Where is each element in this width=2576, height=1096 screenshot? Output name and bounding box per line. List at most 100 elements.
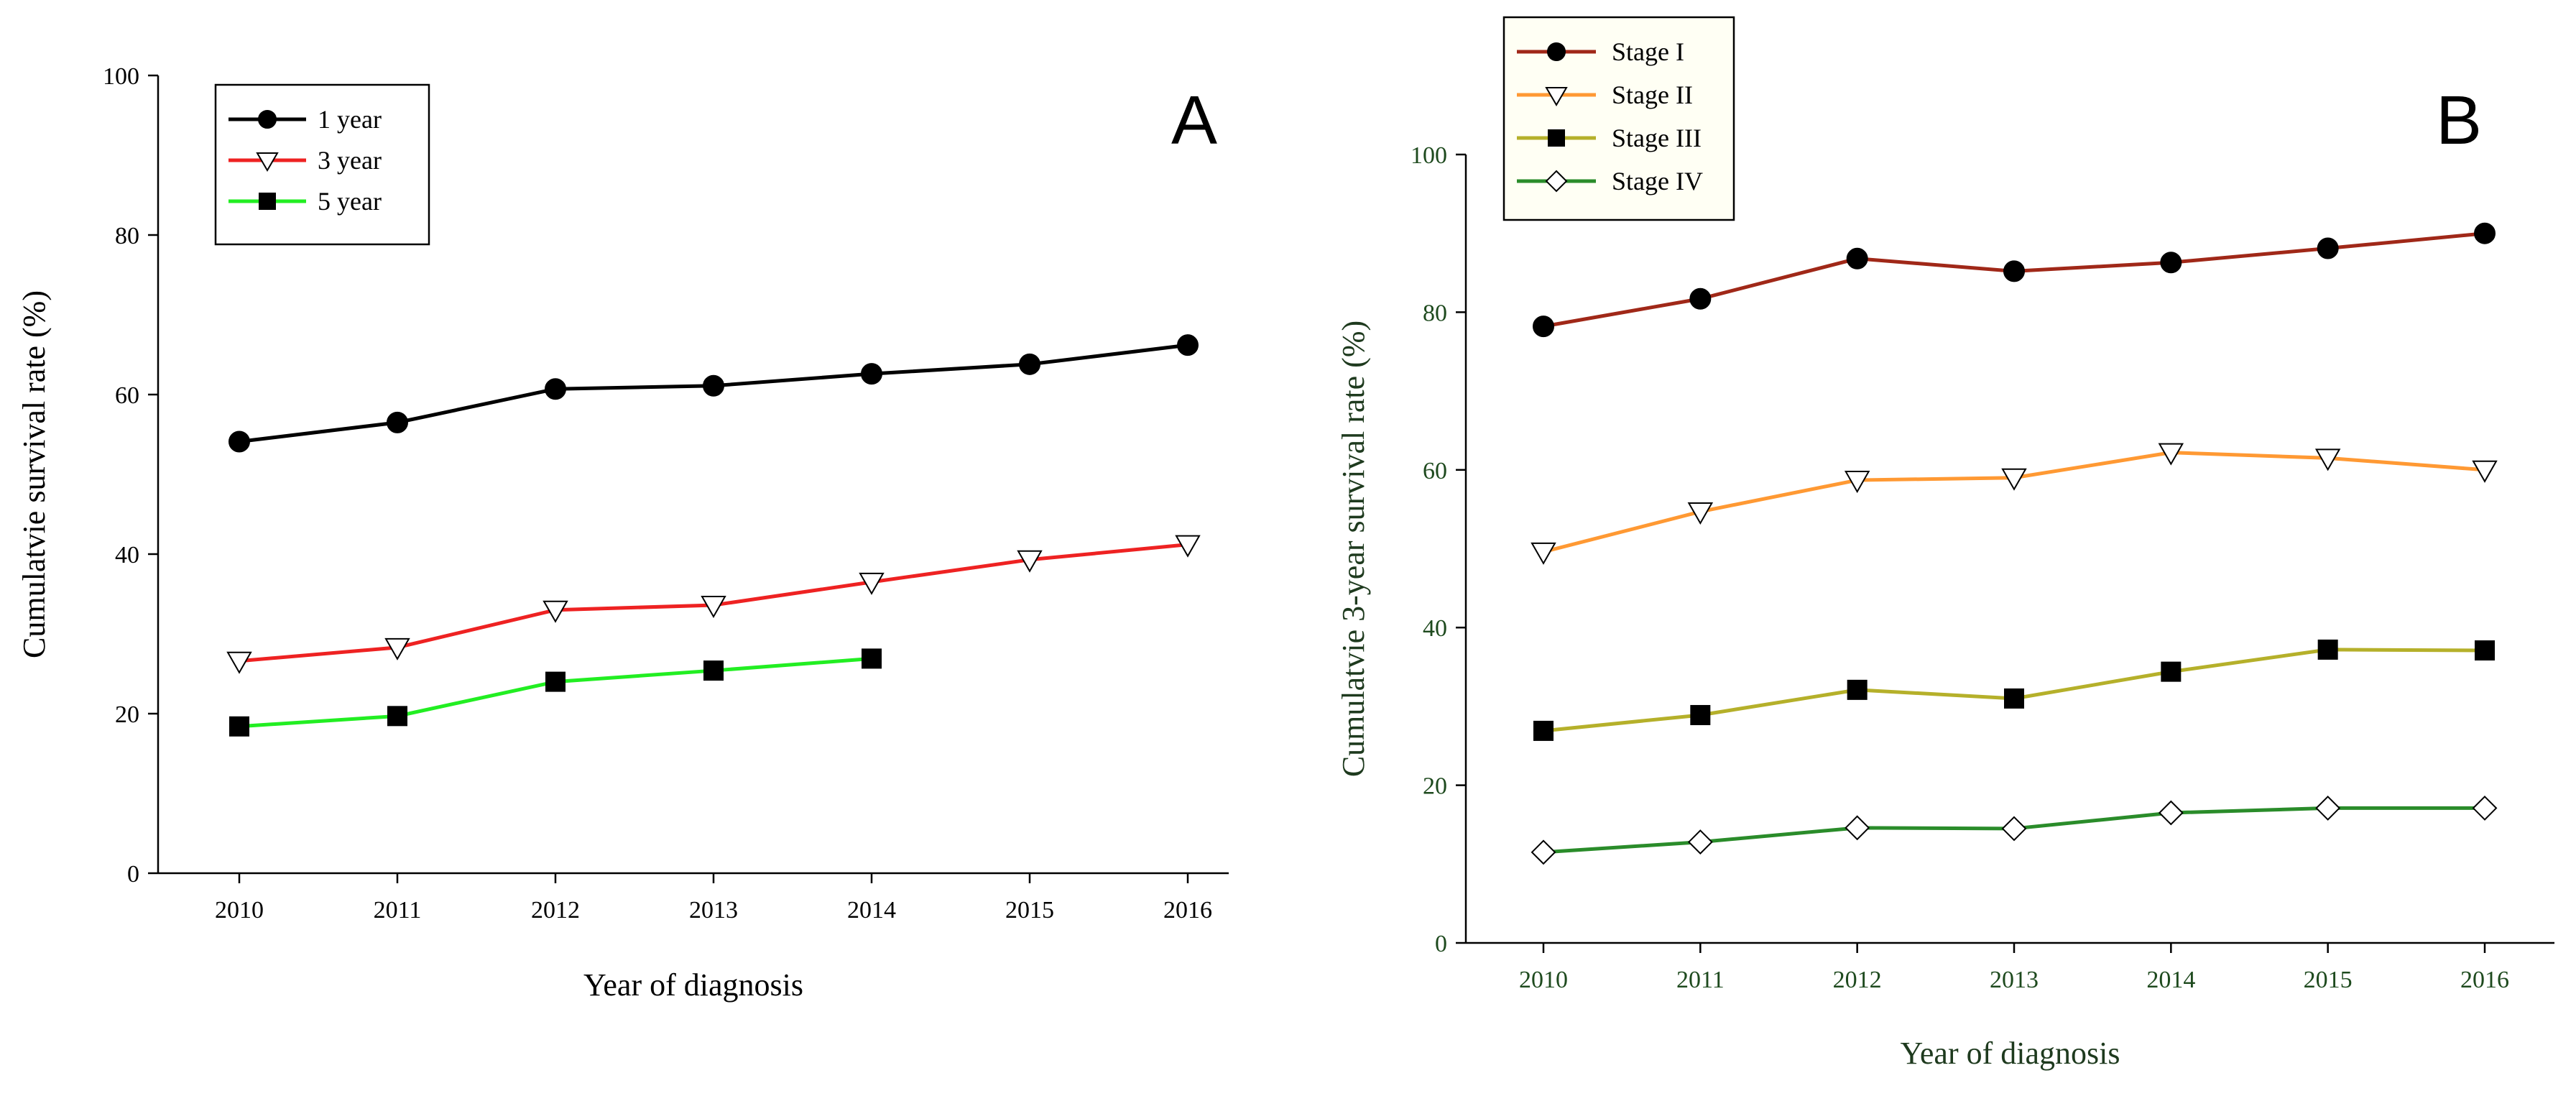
legend: Stage I Stage II Stage III Stage IV (1502, 16, 1735, 221)
data-point (1687, 502, 1714, 525)
x-axis-title: Year of diagnosis (1901, 1036, 2120, 1071)
panel-letter: A (1171, 82, 1217, 159)
legend-marker (1548, 129, 1565, 147)
series-5-year (229, 648, 882, 737)
y-axis-title: Cumulatvie survival rate (%) (17, 290, 52, 658)
legend-label: Stage I (1612, 37, 1684, 66)
legend-item: Stage II (1517, 80, 1693, 109)
panel-letter: B (2436, 82, 2482, 159)
legend-item: 1 year (228, 105, 382, 134)
legend: 1 year 3 year 5 year (214, 83, 430, 246)
x-tick-label: 2016 (1163, 897, 1212, 924)
x-tick-label: 2014 (2146, 967, 2195, 993)
data-point (229, 716, 249, 737)
data-point (2161, 661, 2182, 682)
legend-item: 3 year (228, 146, 382, 175)
legend-marker (258, 110, 277, 129)
chart-a: 0 20 40 60 80 100 2010 2011 2012 2013 2014 2015 2016… (17, 63, 1229, 1003)
legend-label: Stage III (1612, 124, 1702, 152)
series-stage-i (1533, 222, 2496, 338)
data-point (387, 411, 408, 433)
data-point (1847, 679, 1868, 700)
x-tick-label: 2011 (1676, 967, 1725, 993)
data-point (1533, 720, 1554, 741)
x-tick-label: 2010 (1519, 967, 1568, 993)
data-point (2158, 443, 2184, 466)
y-tick-label: 40 (1423, 615, 1447, 642)
y-axis-title: Cumulatvie 3-year survival rate (%) (1336, 321, 1371, 777)
series-stage-iii (1533, 639, 2495, 741)
legend-label: Stage II (1612, 80, 1693, 109)
y-tick-label: 60 (115, 382, 139, 409)
series-1-year (228, 334, 1199, 453)
legend-item: Stage IV (1517, 167, 1703, 195)
series-line (1543, 451, 2485, 554)
x-tick-label: 2013 (689, 897, 738, 924)
legend-item: Stage I (1517, 37, 1684, 66)
y-tick-label: 100 (1411, 142, 1447, 169)
data-point (1687, 829, 1713, 855)
y-tick-label: 100 (103, 63, 139, 90)
data-point (1175, 535, 1201, 558)
legend-marker (1547, 42, 1566, 61)
data-point (2317, 237, 2339, 259)
series-3-year (226, 535, 1201, 674)
data-point (859, 572, 885, 595)
legend-label: 5 year (318, 187, 382, 216)
legend-marker (1545, 87, 1568, 106)
data-point (1690, 704, 1711, 725)
data-point (1533, 316, 1554, 338)
data-point (2003, 260, 2025, 282)
series-stage-ii (1531, 443, 2498, 565)
data-point (1845, 815, 1870, 841)
legend-item: 5 year (228, 187, 382, 216)
legend-label: 3 year (318, 146, 382, 175)
data-point (2158, 800, 2184, 826)
data-point (1531, 542, 1556, 565)
series-line (239, 656, 872, 729)
x-axis-title: Year of diagnosis (583, 967, 803, 1003)
data-point (228, 430, 250, 453)
data-point (2472, 795, 2498, 821)
data-point (2315, 795, 2341, 821)
y-tick-label: 20 (1423, 773, 1447, 800)
legend-marker (256, 152, 279, 172)
x-tick-label: 2013 (1990, 967, 2039, 993)
y-tick-label: 40 (115, 542, 139, 568)
data-point (703, 660, 724, 681)
data-point (1531, 839, 1556, 865)
data-point (2314, 448, 2341, 471)
data-point (384, 637, 410, 660)
data-point (545, 378, 566, 400)
series-stage-iv (1531, 795, 2498, 865)
data-point (2160, 252, 2182, 274)
chart-b: 0 20 40 60 80 100 2010 2011 2012 2013 2014 2015 2016… (1336, 16, 2554, 1071)
x-tick-label: 2012 (531, 897, 580, 924)
x-tick-label: 2016 (2460, 967, 2509, 993)
data-point (1019, 353, 1040, 375)
data-point (1846, 247, 1868, 270)
y-tick-label: 80 (115, 223, 139, 249)
x-tick-label: 2015 (2304, 967, 2353, 993)
data-point (1017, 550, 1043, 573)
x-tick-label: 2011 (374, 897, 422, 924)
y-tick-label: 0 (127, 861, 139, 888)
data-point (703, 374, 724, 397)
data-point (861, 363, 882, 385)
legend-marker (1545, 170, 1568, 193)
data-point (545, 671, 565, 692)
data-point (543, 600, 568, 623)
data-point (701, 596, 726, 619)
y-tick-label: 80 (1423, 300, 1447, 326)
data-point (387, 706, 407, 727)
data-point (2004, 688, 2024, 709)
x-tick-label: 2014 (847, 897, 896, 924)
y-tick-label: 20 (115, 701, 139, 728)
x-tick-label: 2015 (1005, 897, 1054, 924)
data-point (226, 651, 252, 674)
y-tick-label: 60 (1423, 458, 1447, 484)
x-tick-label: 2012 (1833, 967, 1882, 993)
x-tick-label: 2010 (215, 897, 264, 924)
y-tick-label: 0 (1435, 931, 1447, 957)
